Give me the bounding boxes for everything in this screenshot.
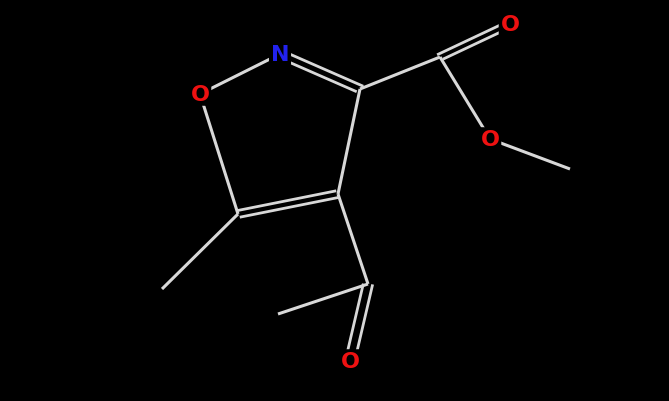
Text: O: O [341, 351, 359, 371]
Text: O: O [500, 15, 520, 35]
Text: O: O [480, 130, 500, 150]
Text: O: O [191, 85, 209, 105]
Text: N: N [271, 45, 289, 65]
